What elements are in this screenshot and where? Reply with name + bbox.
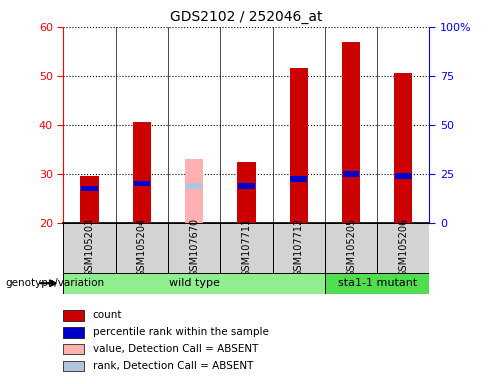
Title: GDS2102 / 252046_at: GDS2102 / 252046_at: [170, 10, 323, 25]
Bar: [395, 173, 411, 179]
Text: rank, Detection Call = ABSENT: rank, Detection Call = ABSENT: [93, 361, 253, 371]
Text: GSM105205: GSM105205: [346, 218, 356, 277]
Text: percentile rank within the sample: percentile rank within the sample: [93, 327, 268, 337]
Bar: [343, 171, 359, 177]
Bar: [273, 223, 325, 273]
Bar: [325, 273, 429, 294]
Bar: [220, 223, 273, 273]
Bar: [290, 176, 307, 182]
Bar: [116, 223, 168, 273]
Bar: [238, 183, 255, 189]
Text: GSM107712: GSM107712: [294, 218, 304, 277]
Bar: [81, 185, 98, 191]
Bar: [63, 273, 325, 294]
Bar: [186, 183, 203, 189]
Text: genotype/variation: genotype/variation: [5, 278, 104, 288]
Bar: [63, 327, 83, 338]
Bar: [325, 223, 377, 273]
Bar: [394, 73, 412, 223]
Bar: [134, 180, 150, 187]
Text: GSM105206: GSM105206: [398, 218, 408, 277]
Bar: [289, 68, 308, 223]
Bar: [63, 310, 83, 321]
Bar: [185, 159, 203, 223]
Text: GSM105203: GSM105203: [84, 218, 95, 277]
Bar: [81, 176, 99, 223]
Bar: [63, 344, 83, 354]
Bar: [237, 162, 256, 223]
Text: GSM105204: GSM105204: [137, 218, 147, 277]
Bar: [133, 122, 151, 223]
Bar: [63, 223, 116, 273]
Bar: [342, 41, 360, 223]
Text: count: count: [93, 310, 122, 320]
Text: GSM107711: GSM107711: [242, 218, 251, 277]
Text: sta1-1 mutant: sta1-1 mutant: [338, 278, 417, 288]
Bar: [377, 223, 429, 273]
Text: value, Detection Call = ABSENT: value, Detection Call = ABSENT: [93, 344, 258, 354]
Bar: [168, 223, 220, 273]
Text: GSM107670: GSM107670: [189, 218, 199, 277]
Text: wild type: wild type: [169, 278, 220, 288]
Bar: [63, 361, 83, 371]
